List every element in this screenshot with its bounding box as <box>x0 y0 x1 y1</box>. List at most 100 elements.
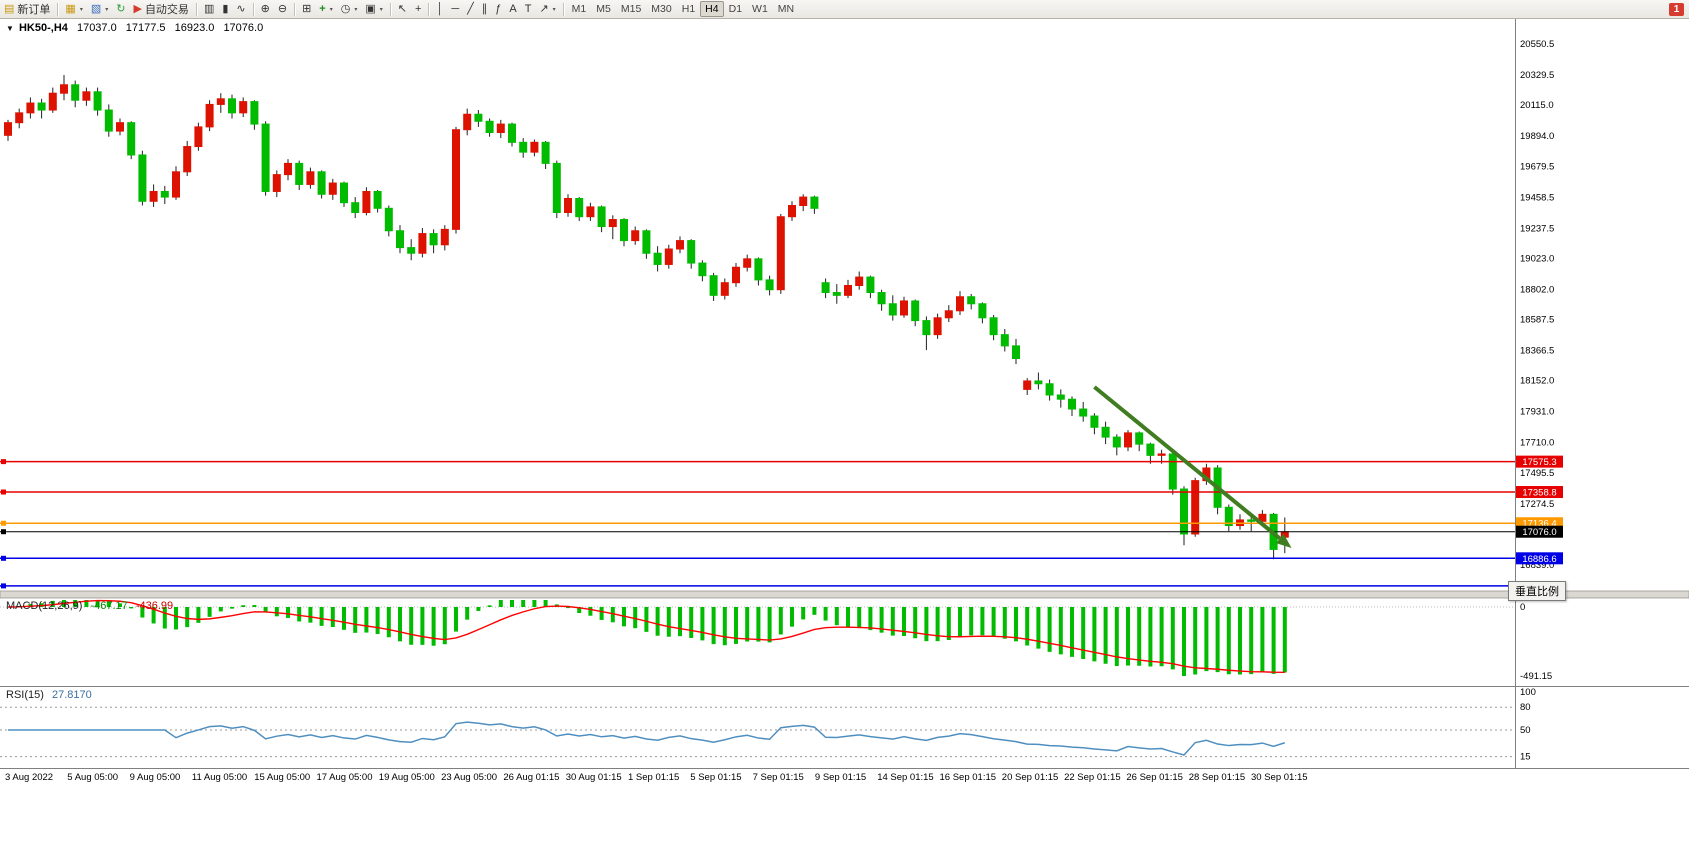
price-badge <box>1516 552 1563 565</box>
svg-text:20115.0: 20115.0 <box>1520 100 1554 111</box>
svg-text:17274.5: 17274.5 <box>1520 499 1554 510</box>
svg-text:18366.5: 18366.5 <box>1520 346 1554 357</box>
line-anchor[interactable] <box>1 529 6 535</box>
tab-timeframe-d1[interactable]: D1 <box>728 3 743 15</box>
trend-arrow-object[interactable] <box>1093 385 1282 541</box>
auto-trading-button[interactable]: ▶ 自动交易 <box>129 1 192 17</box>
time-axis[interactable]: 3 Aug 2022 5 Aug 05:00 9 Aug 05:00 11 Aug 0… <box>5 772 1308 783</box>
trend-arrow-head[interactable] <box>1276 533 1292 549</box>
price-badge <box>1516 455 1563 468</box>
templates-button[interactable]: ▣ ▾ <box>361 1 386 17</box>
cursor-button[interactable]: ↖ <box>394 1 411 17</box>
rsi-name: RSI(15) <box>6 689 44 701</box>
tab-timeframe-h4[interactable]: H4 <box>700 1 724 17</box>
tab-timeframe-m5[interactable]: M5 <box>596 3 611 15</box>
text-button[interactable]: A <box>505 1 520 17</box>
panel-splitter[interactable] <box>0 590 1689 599</box>
profiles-button[interactable]: ▧ ▾ <box>87 1 112 17</box>
indicators-button[interactable]: + ▾ <box>315 1 336 17</box>
bar-chart-button[interactable]: ▥ <box>200 1 218 17</box>
separator <box>57 2 59 16</box>
svg-text:20 Sep 01:15: 20 Sep 01:15 <box>1002 772 1059 783</box>
separator <box>562 2 564 16</box>
text-icon: A <box>509 3 517 15</box>
svg-text:17076.0: 17076.0 <box>1522 527 1556 538</box>
svg-text:18152.0: 18152.0 <box>1520 376 1554 387</box>
zoom-in-button[interactable]: ⊕ <box>257 1 274 17</box>
tab-timeframe-w1[interactable]: W1 <box>752 3 768 15</box>
channel-button[interactable]: ∥ <box>478 1 492 17</box>
arrows-button[interactable]: ↗ ▾ <box>535 1 559 17</box>
tab-timeframe-m15[interactable]: M15 <box>620 3 642 15</box>
new-order-icon: ▤ <box>4 3 15 15</box>
line-anchor[interactable] <box>1 459 6 465</box>
rsi-line <box>8 721 1286 756</box>
svg-text:28 Sep 01:15: 28 Sep 01:15 <box>1189 772 1246 783</box>
price-axis[interactable]: 20550.5 20329.5 20115.0 19894.0 19679.5 19458… <box>1520 39 1554 571</box>
svg-text:19458.5: 19458.5 <box>1520 192 1554 203</box>
candles <box>4 74 1289 560</box>
chevron-down-icon: ▾ <box>379 6 383 13</box>
rsi-value: 27.8170 <box>51 689 92 701</box>
line-anchor[interactable] <box>1 583 6 589</box>
svg-text:19237.5: 19237.5 <box>1520 223 1554 234</box>
clock-icon: ◷ <box>340 3 351 15</box>
macd-signal-line <box>7 599 1285 673</box>
line-chart-button[interactable]: ∿ <box>232 1 249 17</box>
svg-text:19023.0: 19023.0 <box>1520 253 1554 264</box>
line-anchor[interactable] <box>1 489 6 495</box>
horizontal-line-button[interactable]: ─ <box>447 1 463 17</box>
svg-text:17710.0: 17710.0 <box>1520 438 1554 449</box>
chart-ohlc-header: ▼ HK50-,H4 17037.0 17177.5 16923.0 17076… <box>6 22 263 34</box>
indicator-axis[interactable]: 0 -491.15 100 80 50 15 <box>1520 602 1552 763</box>
tab-timeframe-h1[interactable]: H1 <box>681 3 696 15</box>
crosshair-button[interactable]: + <box>411 1 425 17</box>
tab-timeframe-m30[interactable]: M30 <box>651 3 672 15</box>
new-order-label: 新订单 <box>17 4 51 16</box>
svg-text:3 Aug 2022: 3 Aug 2022 <box>5 772 53 783</box>
price-badge <box>1516 525 1563 538</box>
svg-text:15: 15 <box>1520 752 1531 763</box>
text-label-button[interactable]: T <box>521 1 536 17</box>
svg-text:5 Sep 01:15: 5 Sep 01:15 <box>690 772 741 783</box>
svg-text:18587.5: 18587.5 <box>1520 315 1554 326</box>
refresh-icon: ↻ <box>116 3 126 15</box>
vertical-line-button[interactable]: │ <box>432 1 447 17</box>
svg-text:20329.5: 20329.5 <box>1520 70 1554 81</box>
svg-text:9 Aug 05:00: 9 Aug 05:00 <box>130 772 181 783</box>
cursor-icon: ↖ <box>397 3 407 15</box>
svg-text:30 Sep 01:15: 30 Sep 01:15 <box>1251 772 1308 783</box>
separator <box>294 2 296 16</box>
toolbar: ▤ 新订单 ▦ ▾ ▧ ▾ ↻ ▶ 自动交易 ▥ ▮ ∿ ⊕ ⊖ ⊞ + ▾ <box>0 0 1689 19</box>
candlestick-chart-button[interactable]: ▮ <box>218 1 232 17</box>
symbol-period-label: HK50-,H4 <box>18 22 68 34</box>
chevron-down-icon: ▾ <box>552 6 556 13</box>
trendline-button[interactable]: ╱ <box>463 1 478 17</box>
zoom-out-button[interactable]: ⊖ <box>274 1 291 17</box>
svg-text:19679.5: 19679.5 <box>1520 161 1554 172</box>
svg-text:22 Sep 01:15: 22 Sep 01:15 <box>1064 772 1121 783</box>
tab-timeframe-m1[interactable]: M1 <box>571 3 587 15</box>
new-chart-button[interactable]: ▦ ▾ <box>61 1 86 17</box>
refresh-button[interactable]: ↻ <box>112 1 129 17</box>
template-icon: ▣ <box>365 3 376 15</box>
line-anchor[interactable] <box>1 520 6 526</box>
tab-timeframe-mn[interactable]: MN <box>777 3 795 15</box>
text-label-icon: T <box>524 3 532 15</box>
new-order-button[interactable]: ▤ 新订单 <box>0 1 54 17</box>
svg-text:16 Sep 01:15: 16 Sep 01:15 <box>940 772 997 783</box>
periods-button[interactable]: ◷ ▾ <box>337 1 362 17</box>
high-value: 17177.5 <box>125 22 166 34</box>
svg-text:1 Sep 01:15: 1 Sep 01:15 <box>628 772 679 783</box>
line-anchor[interactable] <box>1 555 6 561</box>
svg-text:19894.0: 19894.0 <box>1520 131 1554 142</box>
notification-icon[interactable]: 1 <box>1669 2 1684 16</box>
fibonacci-button[interactable]: ƒ <box>491 1 505 17</box>
zoom-out-icon: ⊖ <box>277 3 288 15</box>
svg-text:17575.3: 17575.3 <box>1522 457 1556 468</box>
svg-text:18802.0: 18802.0 <box>1520 284 1554 295</box>
profiles-icon: ▧ <box>90 3 102 15</box>
tile-windows-button[interactable]: ⊞ <box>298 1 315 17</box>
svg-text:17136.4: 17136.4 <box>1522 519 1556 530</box>
